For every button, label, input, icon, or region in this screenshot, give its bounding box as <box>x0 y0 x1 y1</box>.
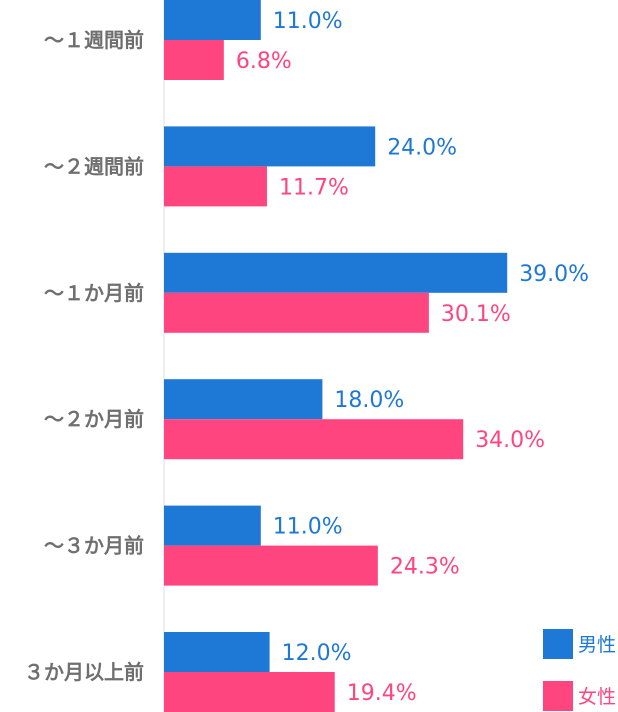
legend-label: 女性 <box>578 686 616 708</box>
data-label: 34.0% <box>475 428 545 453</box>
data-label: 18.0% <box>334 388 404 413</box>
bar-female <box>164 166 267 207</box>
bar-male <box>164 252 508 293</box>
data-label: 24.0% <box>387 135 457 160</box>
category-label: ～３か月前 <box>44 534 144 558</box>
bar-male <box>164 632 270 672</box>
bar-female <box>164 292 429 333</box>
data-label: 11.0% <box>273 515 343 540</box>
bar-male <box>164 379 323 420</box>
bar-female <box>164 545 378 586</box>
bar-male <box>164 505 261 546</box>
legend-swatch <box>543 629 573 659</box>
bar-male <box>164 0 261 40</box>
data-label: 11.0% <box>273 9 343 34</box>
bar-male <box>164 126 376 167</box>
category-label: ～２週間前 <box>44 154 144 178</box>
bar-female <box>164 672 335 712</box>
data-label: 6.8% <box>236 49 292 74</box>
bar-female <box>164 419 464 460</box>
data-label: 24.3% <box>390 555 460 580</box>
data-label: 12.0% <box>282 641 352 666</box>
category-label: ～１週間前 <box>44 28 144 52</box>
bar-female <box>164 40 224 80</box>
legend-swatch <box>543 681 573 711</box>
data-label: 19.4% <box>347 681 417 706</box>
legend-label: 男性 <box>578 634 616 656</box>
data-label: 11.7% <box>279 175 349 200</box>
data-label: 30.1% <box>441 302 511 327</box>
category-label: ３か月以上前 <box>24 660 144 684</box>
category-label: ～１か月前 <box>44 281 144 305</box>
data-label: 39.0% <box>519 262 589 287</box>
category-label: ～２か月前 <box>44 407 144 431</box>
